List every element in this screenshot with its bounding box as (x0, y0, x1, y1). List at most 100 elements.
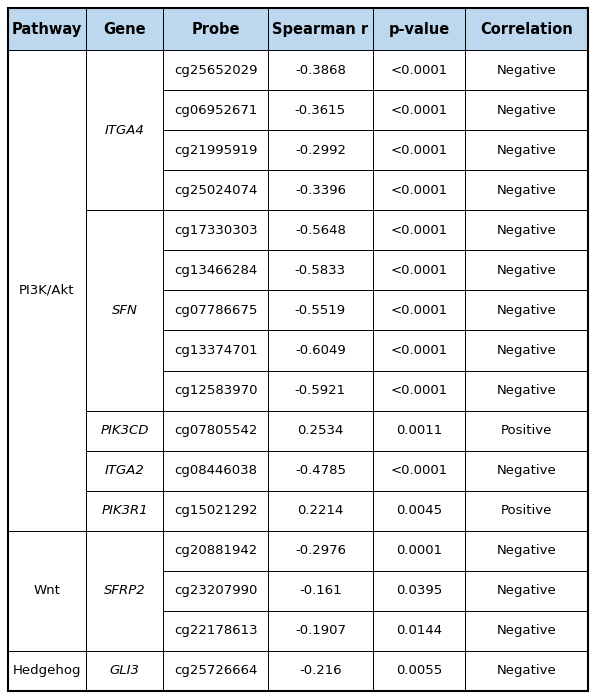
Text: SFRP2: SFRP2 (104, 584, 145, 598)
Text: ITGA2: ITGA2 (105, 464, 144, 477)
Bar (8, 90, 86, 130)
Bar (8, 531, 86, 651)
Text: <0.0001: <0.0001 (390, 464, 448, 477)
Text: -0.161: -0.161 (299, 584, 342, 598)
Bar (8, 50, 86, 90)
Bar (163, 210, 268, 250)
Bar (268, 331, 372, 370)
Bar (8, 651, 86, 691)
Bar (465, 250, 588, 290)
Text: cg15021292: cg15021292 (174, 504, 257, 517)
Text: cg22178613: cg22178613 (174, 624, 257, 637)
Text: SFN: SFN (111, 304, 138, 317)
Bar (86, 210, 163, 250)
Text: 0.2214: 0.2214 (297, 504, 344, 517)
Text: cg25726664: cg25726664 (174, 665, 257, 677)
Text: Wnt: Wnt (33, 584, 60, 598)
Bar (465, 571, 588, 611)
Bar (163, 370, 268, 410)
Text: cg25024074: cg25024074 (174, 184, 257, 196)
Text: 0.0055: 0.0055 (396, 665, 442, 677)
Text: GLI3: GLI3 (110, 665, 139, 677)
Bar (465, 410, 588, 451)
Text: 0.0011: 0.0011 (396, 424, 442, 437)
Bar (163, 451, 268, 491)
Bar (86, 8, 163, 50)
Bar (268, 250, 372, 290)
Bar (465, 290, 588, 331)
Bar (86, 170, 163, 210)
Bar (8, 290, 86, 331)
Text: Correlation: Correlation (480, 22, 573, 36)
Bar (8, 491, 86, 531)
Bar (268, 50, 372, 90)
Text: Positive: Positive (501, 504, 552, 517)
Bar (372, 331, 465, 370)
Text: -0.6049: -0.6049 (295, 344, 346, 357)
Bar (86, 531, 163, 651)
Bar (465, 50, 588, 90)
Bar (372, 410, 465, 451)
Text: Negative: Negative (497, 264, 557, 277)
Text: -0.5648: -0.5648 (295, 224, 346, 237)
Bar (163, 611, 268, 651)
Text: 0.0144: 0.0144 (396, 624, 442, 637)
Bar (465, 451, 588, 491)
Bar (86, 651, 163, 691)
Bar (268, 531, 372, 571)
Bar (372, 531, 465, 571)
Text: 0.0395: 0.0395 (396, 584, 442, 598)
Text: <0.0001: <0.0001 (390, 64, 448, 76)
Text: <0.0001: <0.0001 (390, 224, 448, 237)
Text: -0.216: -0.216 (299, 665, 342, 677)
Bar (372, 571, 465, 611)
Text: Spearman r: Spearman r (272, 22, 368, 36)
Bar (163, 90, 268, 130)
Bar (268, 451, 372, 491)
Bar (372, 210, 465, 250)
Bar (268, 410, 372, 451)
Bar (8, 531, 86, 571)
Bar (465, 130, 588, 170)
Bar (268, 170, 372, 210)
Text: cg06952671: cg06952671 (174, 103, 257, 117)
Bar (8, 410, 86, 451)
Text: cg12583970: cg12583970 (174, 384, 257, 397)
Text: <0.0001: <0.0001 (390, 103, 448, 117)
Bar (86, 331, 163, 370)
Text: cg13466284: cg13466284 (174, 264, 257, 277)
Bar (86, 410, 163, 451)
Bar (86, 210, 163, 410)
Text: -0.2992: -0.2992 (295, 144, 346, 157)
Text: Negative: Negative (497, 224, 557, 237)
Text: 0.2534: 0.2534 (297, 424, 344, 437)
Text: <0.0001: <0.0001 (390, 384, 448, 397)
Text: cg17330303: cg17330303 (174, 224, 257, 237)
Bar (86, 611, 163, 651)
Bar (465, 331, 588, 370)
Text: Probe: Probe (191, 22, 240, 36)
Bar (465, 370, 588, 410)
Text: <0.0001: <0.0001 (390, 304, 448, 317)
Bar (268, 90, 372, 130)
Text: Negative: Negative (497, 144, 557, 157)
Bar (372, 651, 465, 691)
Bar (163, 491, 268, 531)
Bar (8, 250, 86, 290)
Bar (268, 651, 372, 691)
Bar (163, 170, 268, 210)
Bar (8, 651, 86, 691)
Bar (163, 130, 268, 170)
Text: -0.3615: -0.3615 (295, 103, 346, 117)
Bar (465, 170, 588, 210)
Bar (86, 130, 163, 170)
Bar (86, 451, 163, 491)
Text: Negative: Negative (497, 464, 557, 477)
Bar (86, 651, 163, 691)
Bar (8, 170, 86, 210)
Bar (268, 611, 372, 651)
Bar (465, 8, 588, 50)
Bar (8, 370, 86, 410)
Bar (86, 250, 163, 290)
Bar (465, 491, 588, 531)
